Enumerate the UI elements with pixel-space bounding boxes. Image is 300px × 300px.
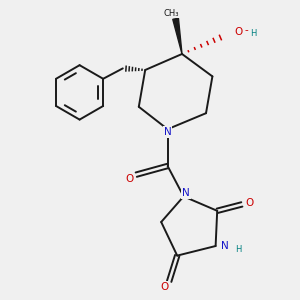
Text: CH₃: CH₃ xyxy=(163,8,178,17)
Text: N: N xyxy=(182,188,190,198)
Text: N: N xyxy=(221,241,228,251)
Text: O: O xyxy=(235,27,243,37)
Text: N: N xyxy=(164,127,172,137)
Text: H: H xyxy=(250,29,256,38)
Text: -: - xyxy=(245,25,248,35)
Text: H: H xyxy=(235,245,241,254)
Text: O: O xyxy=(245,198,253,208)
Polygon shape xyxy=(173,18,182,54)
Text: O: O xyxy=(125,174,133,184)
Text: O: O xyxy=(160,282,169,292)
